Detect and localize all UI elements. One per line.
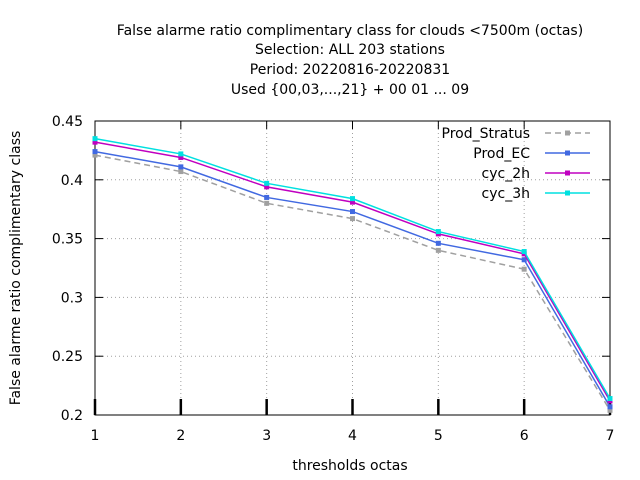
data-point [264,194,270,200]
y-tick-label: 0.35 [52,232,83,248]
title-line-2: Selection: ALL 203 stations [255,42,445,58]
series-prod-ec [92,149,613,410]
legend-item: Prod_EC [473,146,590,162]
x-tick-label: 3 [262,428,271,444]
data-point [350,196,355,202]
data-point [607,407,613,413]
series-prod-stratus [92,152,613,413]
y-tick-label: 0.45 [52,114,83,130]
legend-label: cyc_3h [482,186,530,202]
data-point [435,229,441,235]
data-point [607,404,613,410]
title-line-4: Used {00,03,...,21} + 00 01 ... 09 [231,82,469,98]
series-layer [92,136,613,413]
legend-marker [565,190,570,196]
x-axis-label: thresholds octas [292,458,407,474]
y-tick-label: 0.3 [61,290,83,306]
data-point [92,149,98,155]
data-point [178,154,184,160]
y-axis-label: False alarme ratio complimentary class [8,131,24,406]
legend-marker [565,170,570,176]
data-point [435,240,441,246]
title-line-1: False alarme ratio complimentary class f… [117,23,583,39]
data-point [264,200,270,206]
x-tick-label: 5 [434,428,443,444]
legend-label: cyc_2h [482,166,530,182]
legend-marker [565,130,570,136]
data-point [521,266,527,272]
y-tick-label: 0.25 [52,349,83,365]
legend: Prod_Stratus Prod_EC cyc_2h cyc_3h [442,126,590,202]
data-point [350,199,355,205]
data-point [521,249,527,255]
legend-label: Prod_EC [473,146,530,162]
x-tick-label: 6 [520,428,529,444]
data-point [178,169,184,175]
data-point [92,136,98,142]
series-cyc-2h [92,139,613,404]
data-point [92,152,98,158]
x-tick-label: 7 [606,428,615,444]
x-tick-label: 2 [176,428,185,444]
data-point [264,180,270,186]
legend-label: Prod_Stratus [442,126,530,142]
series-line [94,141,611,402]
data-point [350,209,355,215]
y-tick-label: 0.4 [61,173,83,189]
legend-item: cyc_3h [482,186,590,202]
legend-item: cyc_2h [482,166,590,182]
data-point [264,184,270,190]
y-tick-label: 0.2 [61,408,83,424]
axes: 0.2 0.25 0.3 0.35 0.4 0.45 1 2 3 4 5 6 7 [52,114,615,444]
data-point [350,216,355,222]
legend-marker [565,150,570,156]
data-point [607,396,613,402]
x-tick-label: 1 [91,428,100,444]
title-line-3: Period: 20220816-20220831 [250,62,450,78]
data-point [521,257,527,263]
chart-title: False alarme ratio complimentary class f… [117,23,583,98]
plot-border [94,120,611,416]
data-point [435,247,441,253]
legend-item: Prod_Stratus [442,126,590,142]
data-point [178,151,184,157]
series-cyc-3h [92,136,613,402]
data-point [178,164,184,170]
x-tick-label: 4 [348,428,357,444]
data-point [92,139,98,145]
